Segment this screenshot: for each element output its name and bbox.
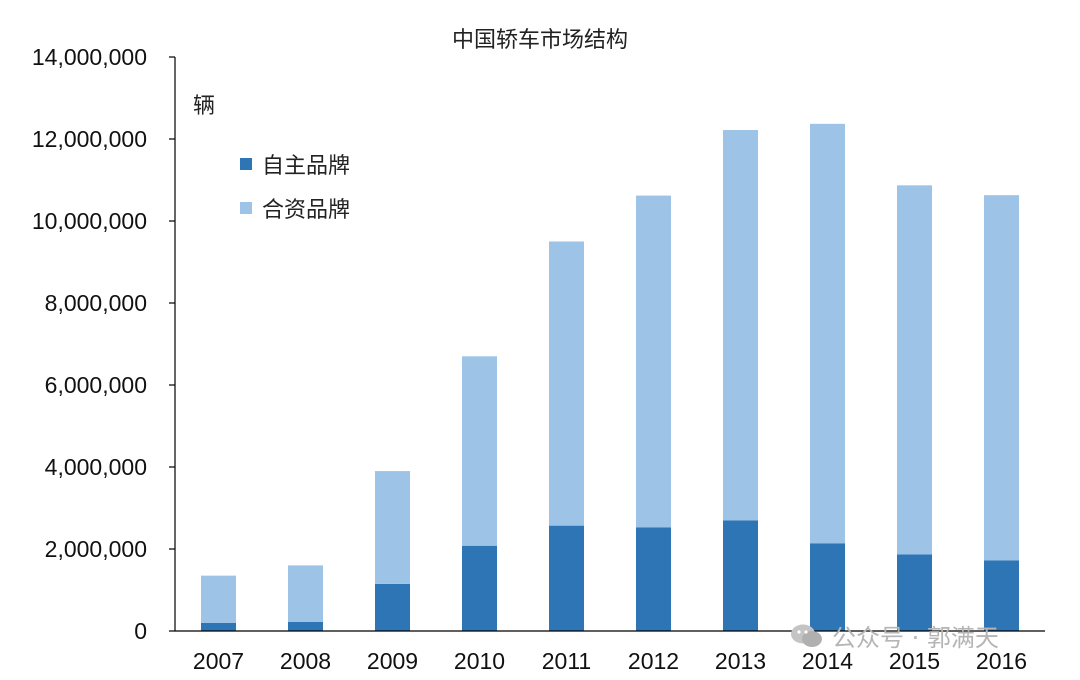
x-tick-label: 2009 (367, 648, 418, 674)
bar-domestic-2007 (201, 622, 236, 631)
bar-domestic-2012 (636, 527, 671, 631)
bar-domestic-2015 (897, 554, 932, 631)
bar-joint-venture-2009 (375, 471, 410, 584)
bar-domestic-2009 (375, 583, 410, 631)
x-tick-label: 2016 (976, 648, 1027, 674)
x-tick-label: 2012 (628, 648, 679, 674)
y-tick-label: 10,000,000 (32, 208, 147, 234)
legend-item-domestic: 自主品牌 (240, 142, 350, 186)
y-tick-label: 8,000,000 (45, 290, 147, 316)
y-axis-unit-label: 辆 (193, 94, 216, 119)
x-tick-label: 2015 (889, 648, 940, 674)
y-tick-label: 14,000,000 (32, 44, 147, 70)
bar-joint-venture-2015 (897, 185, 932, 555)
bar-domestic-2013 (723, 520, 758, 631)
bar-joint-venture-2012 (636, 195, 671, 528)
y-tick-label: 6,000,000 (45, 372, 147, 398)
y-tick-label: 4,000,000 (45, 454, 147, 480)
y-tick-label: 2,000,000 (45, 536, 147, 562)
legend-swatch-domestic (240, 158, 252, 170)
bar-domestic-2008 (288, 621, 323, 631)
bar-domestic-2011 (549, 525, 584, 631)
x-tick-label: 2010 (454, 648, 505, 674)
x-tick-label: 2007 (193, 648, 244, 674)
chart-title: 中国轿车市场结构 (451, 28, 628, 53)
legend-item-joint-venture: 合资品牌 (240, 186, 350, 230)
bar-joint-venture-2016 (984, 195, 1019, 561)
bar-joint-venture-2014 (810, 123, 845, 544)
legend-swatch-joint-venture (240, 202, 252, 214)
legend-label-domestic: 自主品牌 (262, 154, 351, 179)
watermark-text: 公众号 · 郭满天 (832, 624, 999, 652)
watermark: 公众号 · 郭满天 (790, 618, 999, 653)
bar-domestic-2016 (984, 560, 1019, 631)
wechat-icon (791, 624, 822, 647)
bar-joint-venture-2007 (201, 575, 236, 623)
x-tick-label: 2008 (280, 648, 331, 674)
bar-joint-venture-2008 (288, 565, 323, 622)
legend: 自主品牌 合资品牌 (240, 142, 350, 230)
y-tick-label: 12,000,000 (32, 126, 147, 152)
y-tick-label: 0 (134, 618, 147, 644)
bar-domestic-2010 (462, 545, 497, 631)
x-tick-label: 2013 (715, 648, 766, 674)
x-tick-label: 2014 (802, 648, 853, 674)
x-tick-label: 2011 (542, 648, 591, 674)
bar-joint-venture-2010 (462, 356, 497, 546)
bar-domestic-2014 (810, 543, 845, 631)
bar-joint-venture-2013 (723, 129, 758, 521)
legend-label-joint-venture: 合资品牌 (262, 198, 351, 223)
bar-joint-venture-2011 (549, 241, 584, 526)
